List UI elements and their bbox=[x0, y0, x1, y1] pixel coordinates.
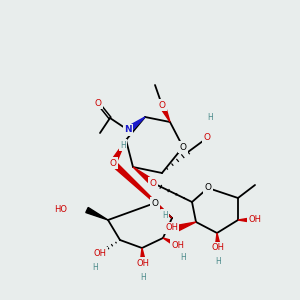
Text: N: N bbox=[124, 125, 131, 134]
Text: O: O bbox=[110, 158, 116, 167]
Text: O: O bbox=[203, 134, 211, 142]
Text: O: O bbox=[158, 100, 166, 109]
Text: OH: OH bbox=[94, 248, 106, 257]
Text: O: O bbox=[203, 134, 211, 142]
Text: OH: OH bbox=[172, 241, 184, 250]
Text: H: H bbox=[140, 272, 146, 281]
Text: H: H bbox=[215, 257, 221, 266]
Text: O: O bbox=[179, 142, 187, 152]
Polygon shape bbox=[163, 238, 179, 247]
Text: O: O bbox=[94, 98, 101, 107]
Polygon shape bbox=[238, 217, 255, 223]
Text: H: H bbox=[207, 113, 213, 122]
Polygon shape bbox=[177, 222, 196, 231]
Text: O: O bbox=[205, 184, 212, 193]
Polygon shape bbox=[215, 233, 221, 248]
Polygon shape bbox=[126, 117, 145, 133]
Polygon shape bbox=[140, 248, 146, 263]
Polygon shape bbox=[110, 140, 126, 164]
Text: N: N bbox=[124, 125, 131, 134]
Polygon shape bbox=[133, 167, 155, 185]
Polygon shape bbox=[111, 161, 172, 218]
Polygon shape bbox=[159, 104, 170, 122]
Text: OH: OH bbox=[248, 215, 262, 224]
Text: H: H bbox=[120, 140, 126, 149]
Text: O: O bbox=[152, 199, 158, 208]
Text: H: H bbox=[120, 140, 126, 149]
Text: H: H bbox=[162, 211, 168, 220]
Text: O: O bbox=[149, 178, 157, 188]
Polygon shape bbox=[86, 208, 108, 220]
Text: HO: HO bbox=[54, 206, 67, 214]
Text: O: O bbox=[205, 184, 212, 193]
Text: O: O bbox=[179, 142, 187, 152]
Text: OH: OH bbox=[212, 244, 224, 253]
Text: O: O bbox=[110, 158, 116, 167]
Text: N: N bbox=[124, 125, 132, 134]
Text: H: H bbox=[180, 254, 186, 262]
Text: O: O bbox=[152, 199, 158, 208]
Text: OH: OH bbox=[136, 259, 149, 268]
Text: H: H bbox=[207, 113, 213, 122]
Text: O: O bbox=[149, 178, 157, 188]
Text: OH: OH bbox=[165, 224, 178, 232]
Text: O: O bbox=[158, 100, 166, 109]
Text: H: H bbox=[92, 262, 98, 272]
